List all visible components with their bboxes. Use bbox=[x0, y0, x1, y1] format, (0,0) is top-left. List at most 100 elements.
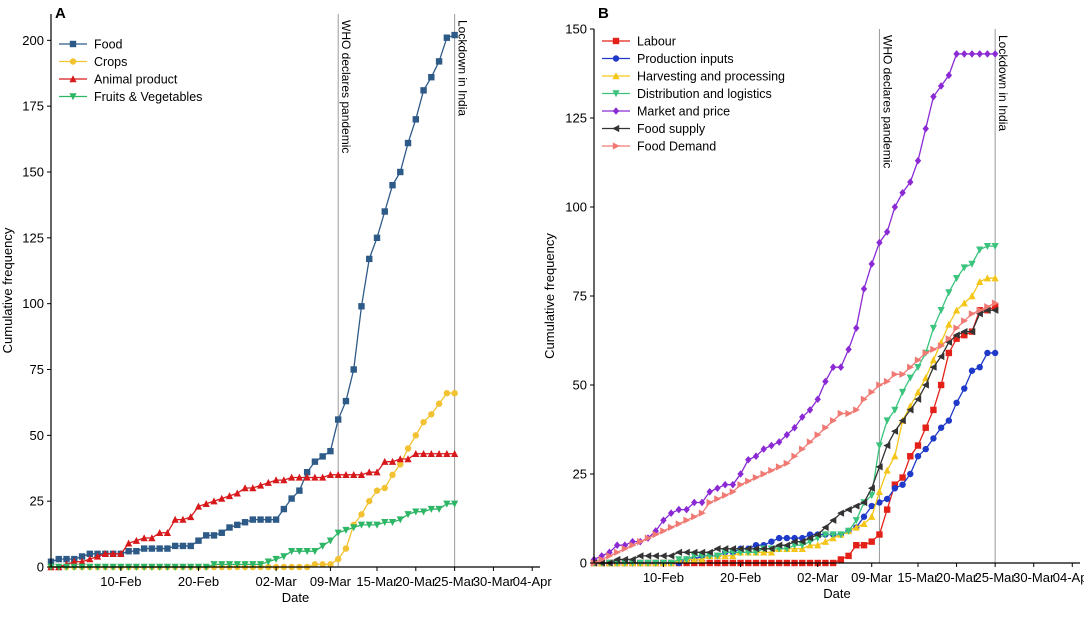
data-point bbox=[388, 519, 397, 527]
data-point bbox=[179, 515, 187, 523]
annotation-label: WHO declares pandemic bbox=[339, 20, 353, 153]
y-tick-label: 125 bbox=[22, 230, 44, 245]
data-point bbox=[907, 178, 914, 186]
data-point bbox=[960, 264, 968, 272]
data-point bbox=[883, 228, 891, 236]
data-point bbox=[976, 50, 983, 58]
data-point bbox=[968, 50, 976, 58]
data-point bbox=[365, 468, 373, 476]
data-point bbox=[844, 527, 853, 535]
data-point bbox=[930, 406, 937, 414]
data-point bbox=[783, 459, 791, 467]
data-point bbox=[660, 527, 668, 535]
data-point bbox=[922, 445, 929, 453]
y-tick-label: 75 bbox=[30, 362, 44, 377]
data-point bbox=[443, 390, 451, 397]
data-point bbox=[783, 431, 791, 439]
data-point bbox=[397, 461, 404, 468]
series-labour bbox=[590, 303, 999, 567]
data-point bbox=[303, 548, 311, 555]
legend-item-production-inputs: Production inputs bbox=[602, 52, 734, 66]
legend-item-fruits-vegetables: Fruits & Vegetables bbox=[59, 90, 202, 104]
data-point bbox=[876, 238, 883, 247]
data-point bbox=[288, 473, 296, 481]
data-point bbox=[876, 499, 883, 506]
data-point bbox=[991, 299, 999, 307]
data-point bbox=[326, 537, 335, 545]
legend-item-labour: Labour bbox=[602, 35, 676, 49]
data-point bbox=[365, 521, 373, 529]
data-point bbox=[837, 363, 845, 371]
data-point bbox=[868, 492, 876, 500]
data-point bbox=[202, 500, 210, 507]
legend-item-animal-product: Animal product bbox=[59, 73, 178, 87]
data-point bbox=[775, 438, 783, 446]
data-point bbox=[845, 552, 852, 560]
data-point bbox=[225, 492, 234, 500]
data-point bbox=[883, 466, 891, 474]
x-tick-label: 25-Mar bbox=[434, 574, 476, 589]
legend-item-harvesting-and-processing: Harvesting and processing bbox=[602, 70, 785, 84]
data-point bbox=[721, 480, 729, 489]
series-line bbox=[594, 277, 996, 564]
data-point bbox=[867, 484, 875, 492]
data-point bbox=[883, 417, 891, 425]
data-point bbox=[860, 520, 868, 528]
data-point bbox=[256, 561, 265, 569]
data-point bbox=[373, 487, 381, 494]
data-point bbox=[945, 289, 953, 297]
data-point bbox=[775, 463, 783, 471]
data-point bbox=[272, 555, 280, 563]
series-crops bbox=[47, 390, 458, 571]
legend-marker bbox=[612, 55, 620, 62]
data-point bbox=[899, 481, 906, 488]
data-point bbox=[660, 516, 667, 525]
data-point bbox=[148, 534, 156, 542]
data-point bbox=[714, 484, 721, 493]
x-tick-label: 20-Mar bbox=[936, 570, 978, 585]
data-point bbox=[891, 452, 899, 460]
data-point bbox=[397, 168, 404, 176]
data-point bbox=[937, 82, 945, 90]
data-point bbox=[752, 473, 760, 482]
x-tick-label: 20-Feb bbox=[720, 570, 761, 585]
data-point bbox=[713, 552, 722, 560]
data-point bbox=[945, 338, 953, 346]
data-point bbox=[683, 505, 690, 514]
data-point bbox=[311, 548, 319, 555]
data-point bbox=[929, 356, 938, 364]
data-point bbox=[706, 488, 713, 496]
data-point bbox=[613, 555, 621, 564]
data-point bbox=[852, 523, 860, 531]
data-point bbox=[729, 545, 737, 553]
data-point bbox=[435, 58, 443, 65]
data-point bbox=[256, 481, 265, 489]
data-point bbox=[280, 476, 288, 484]
data-point bbox=[357, 521, 366, 529]
legend-item-food-demand: Food Demand bbox=[602, 140, 716, 154]
data-point bbox=[326, 471, 335, 479]
x-tick-label: 15-Mar bbox=[897, 570, 939, 585]
data-point bbox=[319, 453, 326, 460]
data-point bbox=[140, 534, 148, 542]
data-point bbox=[930, 345, 938, 353]
legend-marker bbox=[69, 58, 77, 65]
data-point bbox=[868, 388, 876, 396]
data-point bbox=[991, 306, 999, 314]
data-point bbox=[791, 452, 799, 460]
data-point bbox=[937, 342, 945, 350]
data-point bbox=[860, 513, 868, 520]
data-point bbox=[899, 474, 906, 481]
data-point bbox=[922, 124, 929, 133]
data-point bbox=[868, 512, 876, 520]
data-point bbox=[241, 561, 249, 569]
data-point bbox=[373, 234, 381, 242]
data-point bbox=[837, 531, 845, 539]
data-point bbox=[311, 561, 319, 568]
data-point bbox=[829, 363, 837, 371]
data-point bbox=[930, 92, 937, 101]
data-point bbox=[929, 363, 937, 371]
data-point bbox=[814, 541, 822, 549]
data-point bbox=[806, 534, 814, 542]
data-point bbox=[899, 188, 906, 197]
